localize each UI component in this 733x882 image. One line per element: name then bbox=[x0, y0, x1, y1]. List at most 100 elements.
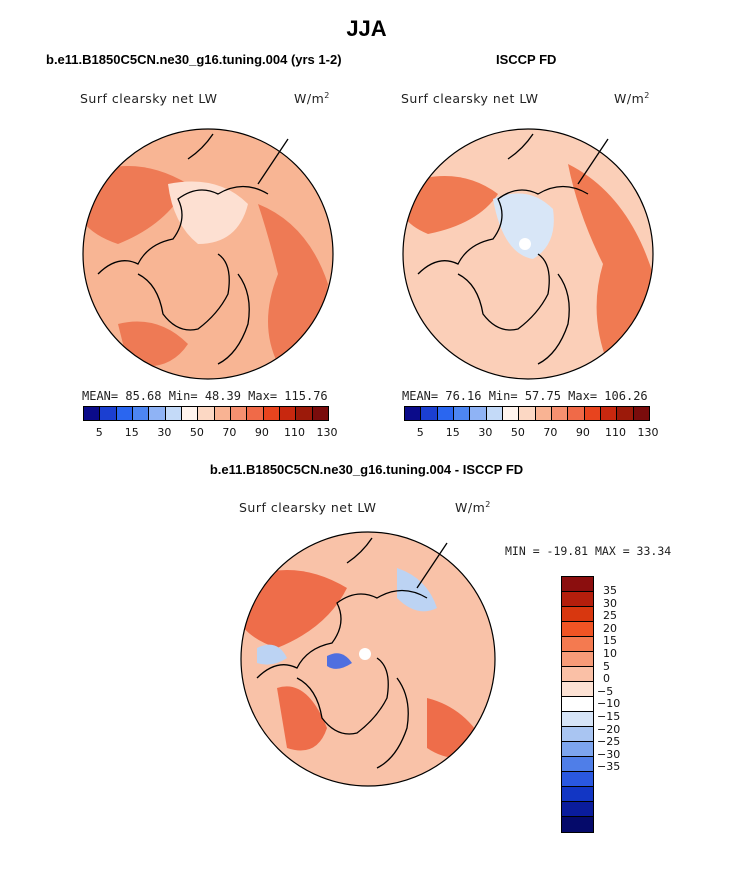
colorbar-swatch bbox=[296, 407, 313, 420]
panel-2-polar-map bbox=[402, 128, 654, 380]
colorbar-tick-label: 25 bbox=[603, 609, 617, 623]
colorbar-tick-label: 90 bbox=[575, 426, 590, 439]
colorbar-swatch bbox=[562, 817, 593, 832]
panel-1-stats: MEAN= 85.68 Min= 48.39 Max= 115.76 bbox=[82, 389, 328, 403]
colorbar-swatch bbox=[562, 607, 593, 622]
colorbar-tick-label: −10 bbox=[597, 697, 621, 711]
colorbar-swatch bbox=[470, 407, 487, 420]
colorbar-tick-label: −5 bbox=[597, 684, 614, 698]
diff-cool-region bbox=[397, 568, 437, 612]
colorbar-swatch bbox=[562, 667, 593, 682]
colorbar-swatch bbox=[453, 407, 471, 420]
colorbar-swatch bbox=[600, 407, 618, 420]
colorbar-tick-label: 110 bbox=[283, 426, 305, 439]
colorbar-swatch bbox=[562, 787, 593, 802]
diff-variable: Surf clearsky net LW bbox=[239, 500, 377, 515]
colorbar-tick-label: 50 bbox=[189, 426, 204, 439]
page-title: JJA bbox=[346, 16, 387, 41]
colorbar-swatch bbox=[421, 407, 438, 420]
colorbar-swatch bbox=[562, 637, 593, 652]
colorbar-swatch bbox=[502, 407, 520, 420]
colorbar-swatch bbox=[263, 407, 280, 420]
colorbar-tick-label: −25 bbox=[597, 735, 621, 749]
diff-coastlines bbox=[256, 537, 448, 769]
colorbar-swatch bbox=[535, 407, 552, 420]
colorbar-swatch bbox=[562, 802, 593, 817]
panel-1-map-border bbox=[82, 128, 334, 380]
panel-1-warm-region bbox=[258, 204, 328, 364]
panel-2-variable: Surf clearsky net LW bbox=[401, 91, 539, 106]
panel-1-header: b.e11.B1850C5CN.ne30_g16.tuning.004 (yrs… bbox=[46, 52, 342, 67]
colorbar-swatch bbox=[617, 407, 634, 420]
colorbar-tick-label: 30 bbox=[157, 426, 172, 439]
colorbar-swatch bbox=[214, 407, 231, 420]
diff-colorbar-labels: 35 30 25 20 15 10 5 0 −5 −10 −15 −20 −25 −30 −35 bbox=[597, 576, 657, 786]
diff-hudson-bay-negative bbox=[327, 653, 352, 669]
diff-unit: W/m2 bbox=[455, 500, 491, 516]
diff-polar-map bbox=[240, 531, 496, 787]
colorbar-swatch bbox=[181, 407, 199, 420]
panel-2-unit: W/m2 bbox=[614, 91, 650, 107]
colorbar-swatch bbox=[562, 727, 593, 742]
colorbar-tick-label: 5 bbox=[95, 426, 103, 439]
colorbar-swatch bbox=[437, 407, 454, 420]
colorbar-swatch bbox=[165, 407, 182, 420]
panel-1-polar-map bbox=[82, 128, 334, 380]
diff-cool-region bbox=[257, 644, 287, 665]
colorbar-tick-label: 35 bbox=[603, 584, 617, 597]
colorbar-tick-label: 70 bbox=[543, 426, 558, 439]
colorbar-swatch bbox=[486, 407, 503, 420]
colorbar-tick-label: −15 bbox=[597, 710, 621, 723]
colorbar-tick-label: 30 bbox=[478, 426, 493, 439]
panel-1-unit: W/m2 bbox=[294, 91, 330, 107]
panel-2-header: ISCCP FD bbox=[496, 52, 557, 67]
panel-2-coastlines bbox=[417, 133, 609, 365]
panel-1-coastlines bbox=[97, 133, 289, 365]
colorbar-tick-label: 5 bbox=[416, 426, 424, 439]
colorbar-swatch bbox=[551, 407, 569, 420]
panel-1-cool-region bbox=[168, 181, 248, 244]
colorbar-swatch bbox=[149, 407, 166, 420]
colorbar-tick-label: −35 bbox=[597, 760, 621, 774]
colorbar-tick-label: 130 bbox=[637, 426, 659, 439]
colorbar-tick-label: 50 bbox=[510, 426, 525, 439]
colorbar-swatch bbox=[116, 407, 133, 420]
colorbar-swatch bbox=[562, 652, 593, 667]
colorbar-swatch bbox=[568, 407, 585, 420]
colorbar-tick-label: −30 bbox=[597, 747, 621, 761]
colorbar-swatch bbox=[562, 622, 593, 637]
colorbar-tick-label: 20 bbox=[603, 621, 617, 635]
diff-header: b.e11.B1850C5CN.ne30_g16.tuning.004 - IS… bbox=[209, 462, 524, 477]
colorbar-swatch bbox=[584, 407, 601, 420]
colorbar-swatch bbox=[562, 577, 593, 592]
colorbar-tick-label: −20 bbox=[597, 722, 621, 736]
colorbar-swatch bbox=[562, 757, 593, 772]
panel-2-map-border bbox=[402, 128, 654, 380]
diff-colorbar bbox=[561, 576, 594, 833]
colorbar-swatch bbox=[562, 742, 593, 757]
colorbar-swatch bbox=[562, 697, 593, 712]
colorbar-tick-label: 15 bbox=[124, 426, 139, 439]
panel-2-pole-hole bbox=[519, 238, 531, 250]
colorbar-swatch bbox=[562, 772, 593, 787]
panel-2-cool-region bbox=[493, 193, 554, 259]
colorbar-swatch bbox=[312, 407, 328, 420]
panel-1-colorbar bbox=[83, 406, 329, 421]
colorbar-tick-label: 0 bbox=[603, 672, 610, 686]
panel-2-stats: MEAN= 76.16 Min= 57.75 Max= 106.26 bbox=[402, 389, 648, 403]
diff-warm-region bbox=[277, 686, 327, 751]
colorbar-tick-label: 15 bbox=[445, 426, 460, 439]
diff-map-border bbox=[240, 531, 496, 787]
colorbar-swatch bbox=[562, 592, 593, 607]
colorbar-tick-label: 15 bbox=[603, 634, 617, 648]
colorbar-tick-label: 70 bbox=[222, 426, 237, 439]
colorbar-swatch bbox=[132, 407, 150, 420]
colorbar-tick-label: 90 bbox=[254, 426, 269, 439]
colorbar-swatch bbox=[519, 407, 536, 420]
colorbar-tick-label: 5 bbox=[603, 659, 610, 673]
colorbar-tick-label: 110 bbox=[604, 426, 626, 439]
colorbar-swatch bbox=[562, 682, 593, 697]
panel-2-warm-region bbox=[568, 164, 653, 364]
colorbar-swatch bbox=[247, 407, 264, 420]
diff-pole-hole bbox=[359, 648, 371, 660]
